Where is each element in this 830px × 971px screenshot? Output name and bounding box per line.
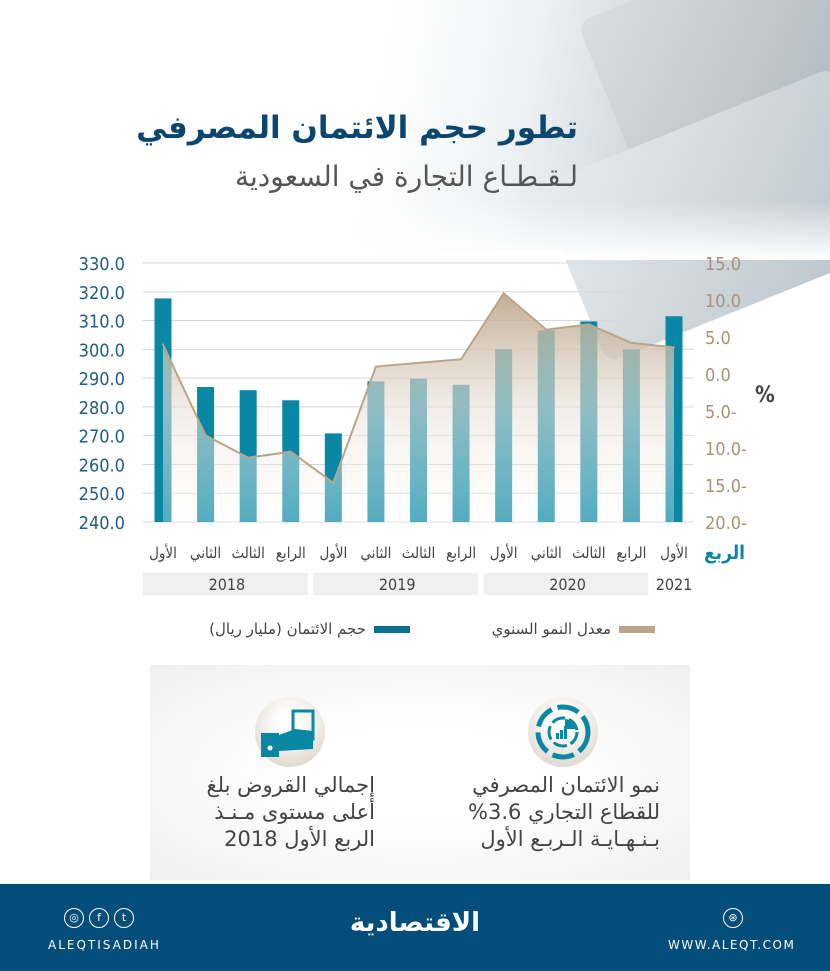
quarter-label: الرابع [616,544,646,562]
left-tick-label: 280.0 [79,398,125,419]
left-tick-label: 310.0 [79,312,125,333]
growth-point [204,434,207,437]
right-tick-label: 5.0- [705,402,737,423]
growth-point [289,450,292,453]
globe-icon: ⊛ [723,908,743,928]
website-link[interactable]: WWW.ALEQT.COM [668,938,796,952]
growth-point [247,456,250,459]
left-tick-label: 260.0 [79,455,125,476]
info-credit-growth: نمو الائتمان المصرفي للقطاع التجاري 3.6% ب… [468,773,660,851]
year-band [313,573,479,595]
growth-point [374,365,377,368]
footer: ◎ f t ALEQTISADIAH الاقتصادية ⊛ WWW.ALEQ… [0,884,830,971]
growth-point [587,323,590,326]
quarter-label: الثاني [360,544,391,563]
year-band [143,573,308,595]
quarter-label: الأول [490,543,518,562]
right-tick-label: 15.0- [705,476,747,497]
quarter-label: الثالث [572,544,605,562]
quarter-label: الثالث [231,544,264,562]
right-tick-label: 0.0 [705,365,731,386]
quarter-label: الثاني [531,544,562,563]
legend-label: معدل النمو السنوي [491,620,611,638]
growth-area [163,293,674,522]
quarter-label: الأول [149,543,177,562]
quarter-label: الرابع [276,544,306,562]
facebook-icon[interactable]: f [89,908,109,928]
left-tick-label: 250.0 [79,484,125,505]
quarter-label: الرابع [446,544,476,562]
quarter-label: الثالث [402,544,435,562]
legend-item-growth: معدل النمو السنوي [492,620,655,638]
instagram-icon[interactable]: ◎ [64,908,84,928]
growth-point [545,328,548,331]
legend-item-credit: حجم الائتمان (مليار ريال) [209,620,410,638]
chart-target-icon [528,697,598,767]
left-tick-label: 290.0 [79,369,125,390]
legend-label: حجم الائتمان (مليار ريال) [209,620,366,638]
legend-swatch [374,625,410,633]
year-label: 2020 [549,575,586,594]
growth-point [630,341,633,344]
year-label: 2021 [656,575,693,594]
right-tick-label: 20.0- [705,513,747,534]
year-label: 2019 [379,575,416,594]
growth-point [502,292,505,295]
right-tick-label: 10.0 [705,291,741,312]
twitter-icon[interactable]: t [114,908,134,928]
quarter-label: الأول [319,543,347,562]
page-subtitle: لـقـطـاع التجارة في السعودية [234,160,578,193]
info-loans-total: إجمالي القروض بلغ أعلى مستوى مـنـذ الربع ا… [206,773,375,851]
left-tick-label: 240.0 [79,513,125,534]
growth-point [673,346,675,349]
right-axis-unit: % [755,383,775,408]
header-background [0,0,830,364]
info-panel [150,665,690,880]
left-tick-label: 300.0 [79,340,125,361]
right-tick-label: 10.0- [705,439,747,460]
quarter-label: الأول [660,543,688,562]
social-handle[interactable]: ALEQTISADIAH [48,938,161,952]
year-band [483,573,649,595]
right-tick-label: 5.0 [705,328,731,349]
growth-point [460,358,463,361]
growth-point [162,343,164,346]
chart: 330.0 320.0 310.0 300.0 290.0 280.0 270.0 260.0… [79,254,775,595]
quarter-label: الثاني [190,544,221,563]
page-title: تطور حجم الائتمان المصرفي [136,110,578,146]
right-tick-label: 15.0 [705,254,741,275]
legend-swatch [619,625,655,633]
left-tick-label: 320.0 [79,283,125,304]
growth-point [417,361,420,364]
left-tick-label: 270.0 [79,427,125,448]
left-tick-label: 330.0 [79,254,125,275]
growth-point [332,481,335,484]
hand-money-icon [255,697,325,767]
logo: الاقتصادية [349,908,481,938]
year-label: 2018 [209,575,246,594]
quarter-axis-label: الربع [704,542,745,564]
